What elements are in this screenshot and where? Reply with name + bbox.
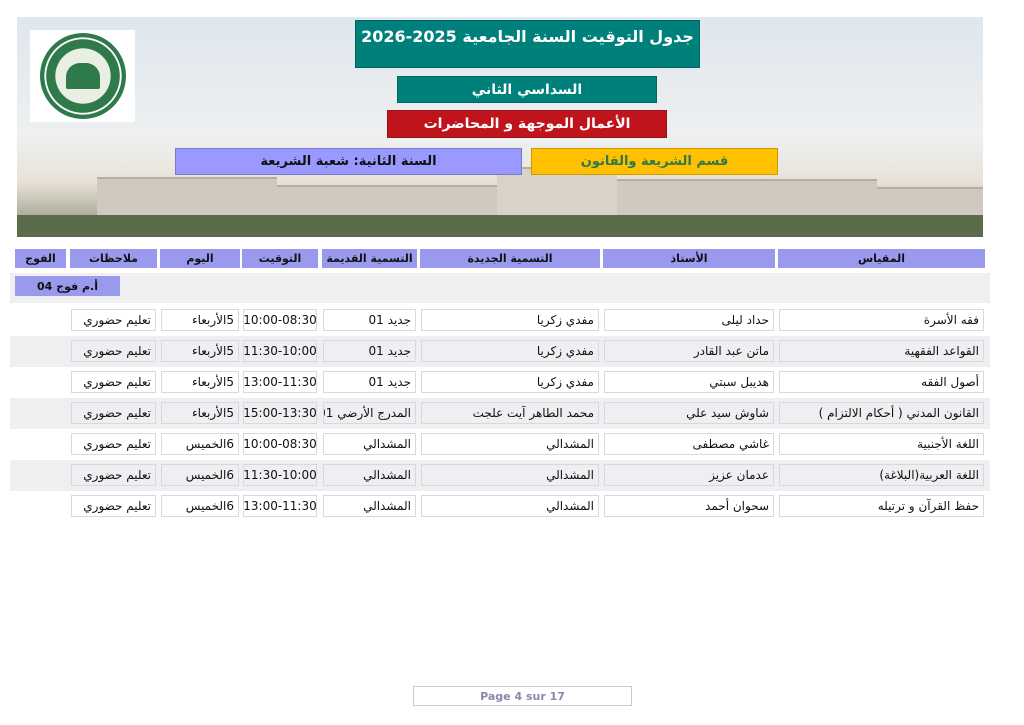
cell-teacher: شاوش سيد علي — [604, 402, 774, 424]
cell-new-room: محمد الطاهر آيت علجت — [421, 402, 599, 424]
column-header: المقياس — [778, 249, 985, 268]
cell-day: 5الأربعاء — [161, 309, 239, 331]
cell-day: 5الأربعاء — [161, 340, 239, 362]
page-number: Page 4 sur 17 — [413, 686, 632, 706]
column-header: الفوج — [15, 249, 66, 268]
cell-notes: تعليم حضوري — [71, 371, 156, 393]
cell-old-room: المشدالي — [323, 433, 416, 455]
cell-new-room: مفدي زكريا — [421, 309, 599, 331]
cell-notes: تعليم حضوري — [71, 464, 156, 486]
cell-day: 6الخميس — [161, 433, 239, 455]
cell-teacher: عدمان عزيز — [604, 464, 774, 486]
cell-module: اللغة الأجنبية — [779, 433, 984, 455]
cell-old-room: المشدالي — [323, 495, 416, 517]
cell-notes: تعليم حضوري — [71, 340, 156, 362]
cell-teacher: سحوان أحمد — [604, 495, 774, 517]
cell-notes: تعليم حضوري — [71, 495, 156, 517]
cell-teacher: غاشي مصطفى — [604, 433, 774, 455]
cell-new-room: المشدالي — [421, 495, 599, 517]
cell-time: 13:00-11:30 — [243, 495, 317, 517]
cell-notes: تعليم حضوري — [71, 433, 156, 455]
column-header: ملاحظات — [70, 249, 157, 268]
cell-time: 11:30-10:00 — [243, 464, 317, 486]
cell-module: القانون المدني ( أحكام الالتزام ) — [779, 402, 984, 424]
column-header: اليوم — [160, 249, 240, 268]
cell-module: فقه الأسرة — [779, 309, 984, 331]
group-row — [10, 273, 990, 303]
cell-day: 5الأربعاء — [161, 402, 239, 424]
column-header: التسمية القديمة — [322, 249, 417, 268]
page-title: جدول التوقيت السنة الجامعية 2025-2026 — [355, 20, 700, 68]
cell-module: أصول الفقه — [779, 371, 984, 393]
group-label: أ.م فوج 04 — [15, 276, 120, 296]
cell-old-room: جديد 01 — [323, 371, 416, 393]
cell-notes: تعليم حضوري — [71, 309, 156, 331]
cell-module: القواعد الفقهية — [779, 340, 984, 362]
column-header: التوقيت — [242, 249, 318, 268]
cell-time: 10:00-08:30 — [243, 309, 317, 331]
cell-time: 15:00-13:30 — [243, 402, 317, 424]
cell-day: 6الخميس — [161, 464, 239, 486]
cell-new-room: مفدي زكريا — [421, 371, 599, 393]
cell-new-room: المشدالي — [421, 433, 599, 455]
cell-old-room: جديد 01 — [323, 309, 416, 331]
cell-teacher: هديبل سبتي — [604, 371, 774, 393]
column-header: الأستاذ — [603, 249, 775, 268]
column-header: التسمية الجديدة — [420, 249, 600, 268]
cell-new-room: المشدالي — [421, 464, 599, 486]
university-logo — [30, 30, 135, 122]
cell-day: 6الخميس — [161, 495, 239, 517]
semester-label: السداسي الثاني — [397, 76, 657, 103]
cell-time: 11:30-10:00 — [243, 340, 317, 362]
cell-time: 10:00-08:30 — [243, 433, 317, 455]
cell-teacher: ماتن عبد القادر — [604, 340, 774, 362]
cell-notes: تعليم حضوري — [71, 402, 156, 424]
cell-module: حفظ القرآن و ترتيله — [779, 495, 984, 517]
cell-teacher: حداد ليلى — [604, 309, 774, 331]
cell-old-room: المشدالي — [323, 464, 416, 486]
department-label: قسم الشريعة والقانون — [531, 148, 778, 175]
year-branch-label: السنة الثانية: شعبة الشريعة — [175, 148, 522, 175]
cell-day: 5الأربعاء — [161, 371, 239, 393]
cell-time: 13:00-11:30 — [243, 371, 317, 393]
cell-old-room: المدرج الأرضي 01 — [323, 402, 416, 424]
session-type-label: الأعمال الموجهة و المحاضرات — [387, 110, 667, 138]
cell-old-room: جديد 01 — [323, 340, 416, 362]
cell-module: اللغة العربية(البلاغة) — [779, 464, 984, 486]
cell-new-room: مفدي زكريا — [421, 340, 599, 362]
